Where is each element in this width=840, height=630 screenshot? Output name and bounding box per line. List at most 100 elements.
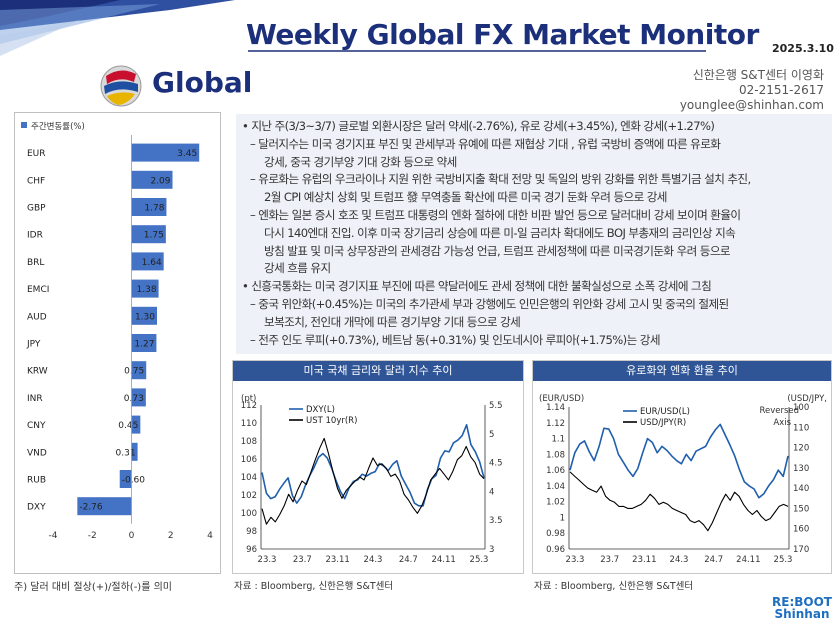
bar-category-label: VND	[27, 448, 47, 458]
legend-label: UST 10yr(R)	[306, 416, 357, 426]
bar-idr	[131, 225, 166, 244]
bar-brl	[131, 252, 164, 271]
left-y-tick-label: 106	[241, 455, 257, 465]
left-unit-label: (pt)	[241, 394, 256, 404]
left-y-tick-label: 108	[241, 437, 257, 447]
left-y-tick-label: 98	[246, 527, 257, 537]
bar-inr	[131, 388, 146, 407]
right-y-tick-label: 160	[793, 525, 809, 535]
x-tick-label: 25.3	[774, 555, 793, 565]
brand-logo: RE:BOOT Shinhan	[772, 596, 832, 620]
bar-value-label: 1.38	[137, 285, 157, 295]
right-y-tick-label: 5.5	[489, 401, 503, 411]
ust-dxy-line-chart: 96 98 100 102 104 106 108 110 112 3 3.5 4 4.5 5 5.5 23.…	[241, 394, 503, 565]
right-unit-label: Axis	[773, 418, 791, 428]
bar-category-label: KRW	[27, 367, 48, 377]
brand-line2: Shinhan	[774, 607, 830, 621]
author-email: younglee@shinhan.com	[679, 98, 824, 112]
left-y-tick-label: 0.96	[546, 545, 565, 555]
commentary-line: 보복조치, 전인대 개막에 따른 경기부양 기대 등으로 강세	[264, 314, 521, 329]
bar-category-label: EMCI	[27, 285, 49, 295]
left-y-tick-label: 1.12	[546, 419, 565, 429]
left-y-tick-label: 1	[560, 513, 565, 523]
left-y-tick-label: 1.04	[546, 482, 565, 492]
bar-legend-label: 주간변동률(%)	[31, 121, 85, 132]
bar-eur	[131, 143, 200, 162]
bar-category-label: AUD	[27, 312, 47, 322]
author-info: 신한은행 S&T센터 이영화 02-2151-2617 younglee@shi…	[680, 68, 824, 113]
commentary-line: 강세 흐름 유지	[264, 261, 331, 276]
x-tick-label: 24.7	[399, 555, 418, 565]
bar-category-label: INR	[27, 394, 43, 404]
bar-value-label: 1.30	[135, 312, 155, 322]
bar-x-tick-label: 0	[129, 531, 135, 541]
right-y-tick-label: 170	[793, 545, 809, 555]
left-y-tick-label: 104	[241, 473, 257, 483]
x-tick-label: 23.7	[293, 555, 312, 565]
region-title: Global	[152, 66, 253, 99]
left-y-tick-label: 1.08	[546, 450, 565, 460]
commentary-line: – 중국 위안화(+0.45%)는 미국의 추가관세 부과 강행에도 인민은행의…	[250, 297, 729, 311]
ust-dxy-chart-frame: 미국 국채 금리와 달러 지수 추이 96 98 100 102 104 106 108 11…	[232, 360, 524, 574]
bar-category-label: CNY	[27, 421, 46, 431]
bar-legend-swatch	[21, 122, 27, 128]
bar-x-tick-label: 4	[207, 531, 213, 541]
commentary-line: – 엔화는 일본 증시 호조 및 트럼프 대통령의 엔화 절하에 대한 비판 발…	[250, 208, 741, 222]
ust-dxy-chart-title: 미국 국채 금리와 달러 지수 추이	[233, 361, 523, 381]
legend-label: USD/JPY(R)	[640, 418, 686, 428]
left-y-tick-label: 110	[241, 419, 257, 429]
bar-category-label: RUB	[27, 476, 46, 486]
x-tick-label: 23.7	[600, 555, 619, 565]
bar-category-label: IDR	[27, 231, 43, 241]
right-y-tick-label: 130	[793, 464, 809, 474]
bar-cny	[131, 415, 141, 434]
commentary-line: 방침 발표 및 미국 상무장관의 관세경감 가능성 언급, 트럼프 관세정책에 …	[264, 243, 731, 258]
report-date: 2025.3.10	[772, 42, 834, 55]
left-y-tick-label: 1.14	[546, 403, 565, 413]
right-y-tick-label: 3.5	[489, 516, 503, 526]
bar-value-label: -0.60	[122, 476, 146, 486]
x-tick-label: 23.3	[566, 555, 585, 565]
x-tick-label: 24.11	[431, 555, 455, 565]
bar-x-tick-label: -4	[49, 531, 58, 541]
bar-gbp	[131, 198, 167, 216]
left-unit-label: (EUR/USD)	[539, 394, 584, 404]
series-line-0	[569, 423, 789, 499]
eur-jpy-chart-title: 유로화와 엔화 환율 추이	[533, 361, 831, 381]
right-y-tick-label: 5	[489, 430, 494, 440]
legend-label: EUR/USD(L)	[640, 407, 690, 417]
right-y-tick-label: 4.5	[489, 459, 503, 469]
bar-value-label: 1.78	[144, 204, 164, 214]
bar-value-label: 0.45	[118, 421, 138, 431]
chart2-source: 자료 : Bloomberg, 신한은행 S&T센터	[534, 581, 694, 592]
legend-label: DXY(L)	[306, 405, 335, 415]
series-line-0	[261, 423, 485, 507]
author-name: 신한은행 S&T센터 이영화	[692, 68, 824, 82]
commentary-line: – 유로화는 유럽의 우크라이나 지원 위한 국방비지출 확대 전망 및 독일의…	[250, 172, 751, 187]
commentary-line: • 지난 주(3/3~3/7) 글로벌 외환시장은 달러 약세(-2.76%),…	[242, 119, 715, 133]
commentary-line: • 신흥국통화는 미국 경기지표 부진에 따른 약달러에도 관세 정책에 대한 …	[242, 279, 712, 294]
weekly-change-bar-chart-frame: 주간변동률(%) EUR 3.45 CHF 2.09 GBP 1.78 IDR 1.75 BRL 1…	[14, 112, 221, 574]
bar-vnd	[131, 442, 138, 461]
eur-jpy-chart-frame: 유로화와 엔화 환율 추이 0.96 0.98 1 1.02 1.04 1.06 1.08 1…	[532, 360, 832, 574]
bar-rub	[119, 470, 132, 488]
right-y-tick-label: 140	[793, 484, 809, 494]
bar-category-label: BRL	[27, 258, 44, 268]
bar-category-label: DXY	[27, 503, 46, 513]
bar-x-tick-label: -2	[88, 531, 97, 541]
page-title: Weekly Global FX Market Monitor	[246, 18, 759, 51]
x-tick-label: 23.3	[258, 555, 277, 565]
eur-jpy-line-chart: 0.96 0.98 1 1.02 1.04 1.06 1.08 1.1 1.12 1.14 100 1…	[539, 394, 827, 565]
bar-value-label: 2.09	[150, 176, 170, 186]
bar-value-label: -2.76	[79, 503, 103, 513]
bar-value-label: 0.31	[116, 448, 136, 458]
market-commentary-panel: • 지난 주(3/3~3/7) 글로벌 외환시장은 달러 약세(-2.76%),…	[236, 114, 832, 354]
bar-chart-note: 주) 달러 대비 절상(+)/절하(-)를 의미	[14, 582, 172, 593]
bar-dxy	[77, 497, 132, 516]
bar-category-label: EUR	[27, 149, 46, 159]
weekly-change-bar-chart: 주간변동률(%) EUR 3.45 CHF 2.09 GBP 1.78 IDR 1.75 BRL 1…	[21, 121, 213, 541]
left-y-tick-label: 96	[246, 545, 257, 555]
bar-chf	[131, 170, 173, 189]
series-line-1	[569, 471, 789, 532]
right-y-tick-label: 4	[489, 487, 494, 497]
